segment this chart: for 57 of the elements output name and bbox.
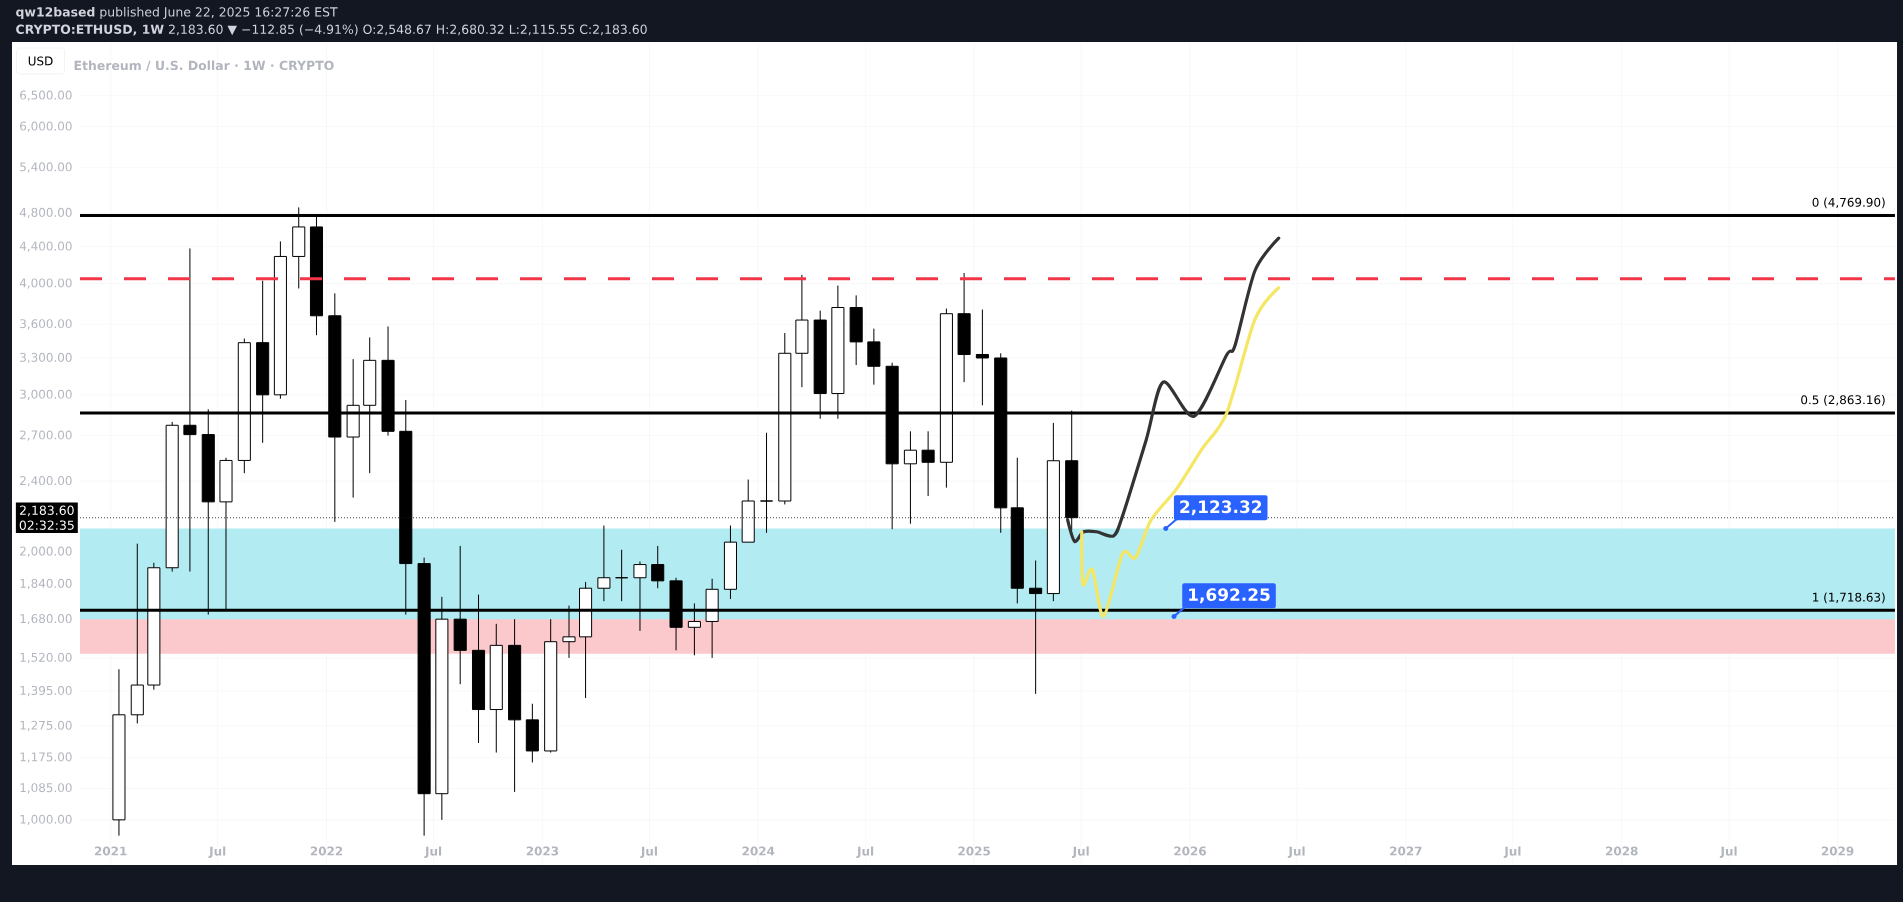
candlestick [903, 430, 917, 525]
annotation: Ethereum / U.S. Dollar · 1W · CRYPTO [74, 60, 334, 72]
x-tick-label: 2021 [94, 846, 127, 856]
annotation: 2,123.32 [1180, 500, 1262, 516]
y-tick-label: 5,400.00 [20, 162, 72, 173]
y-tick-label: 1,275.00 [20, 720, 72, 732]
y-tick-label: 3,000.00 [20, 389, 72, 400]
x-tick-label: 2027 [1390, 846, 1422, 856]
y-tick-label: 4,000.00 [19, 278, 72, 289]
y-tick-label: 1,395.00 [20, 685, 72, 697]
chart-subtitle: CRYPTO:ETHUSD, 1W 2,183.60 ▼ −112.85 (−4.91%) O:2,548.67 H:2,680.32 L:2,115.55 C:2,183.60 [16, 24, 647, 36]
x-tick-label: Jul [1503, 846, 1521, 858]
x-tick-label: 2026 [1174, 846, 1206, 856]
candlestick [759, 432, 774, 534]
candlestick [921, 430, 935, 497]
x-tick-label: Jul [640, 846, 657, 858]
candlestick [975, 309, 989, 406]
x-tick-label: Jul [208, 846, 226, 858]
y-tick-label: 2,400.00 [20, 476, 72, 487]
y-tick-label: 6,500.00 [20, 90, 72, 101]
x-tick-label: 2025 [958, 846, 990, 856]
y-tick-label: 2,700.00 [20, 430, 72, 441]
y-axis-title: USD [28, 56, 53, 66]
candlestick [615, 549, 629, 602]
x-tick-label: Jul [1287, 846, 1305, 858]
x-tick-label: 2023 [526, 846, 559, 856]
y-tick-label: 3,300.00 [20, 352, 72, 364]
candlestick [597, 525, 611, 602]
candlestick [651, 545, 665, 589]
ref-line-label: 0.5 (2,863.16) [1801, 395, 1885, 406]
x-tick-label: Jul [424, 846, 442, 858]
text: 02:32:35 [19, 520, 74, 530]
x-tick-label: 2024 [742, 846, 775, 856]
y-tick-label: 2,000.00 [20, 546, 72, 557]
ref-line-label: 1 (1,718.63) [1813, 592, 1885, 604]
line-series [1080, 286, 1281, 618]
chart-title: qw12based published June 22, 2025 16:27:26 EST [16, 6, 338, 20]
ref-line-label: 2,183.60 [20, 505, 74, 517]
x-tick-label: 2029 [1821, 846, 1854, 856]
x-tick-label: 2022 [310, 846, 343, 856]
annotation: 1,692.25 [1189, 588, 1270, 604]
y-tick-label: 3,600.00 [20, 319, 72, 330]
y-tick-label: 1,680.00 [20, 614, 72, 625]
y-tick-label: 1,175.00 [20, 752, 72, 763]
y-tick-label: 1,520.00 [20, 652, 72, 664]
y-tick-label: 6,000.00 [20, 121, 72, 132]
x-tick-label: Jul [1071, 846, 1089, 858]
line-series [1065, 236, 1281, 543]
x-tick-label: Jul [1719, 846, 1737, 858]
y-tick-label: 4,400.00 [19, 241, 72, 252]
x-tick-label: 2028 [1606, 846, 1638, 856]
x-tick-label: Jul [856, 846, 874, 858]
ref-line-label: 0 (4,769.90) [1812, 197, 1885, 209]
y-tick-label: 4,800.00 [19, 207, 72, 219]
y-tick-label: 1,000.00 [20, 814, 72, 825]
y-tick-label: 1,840.00 [20, 578, 72, 590]
y-tick-label: 1,085.00 [20, 783, 72, 794]
